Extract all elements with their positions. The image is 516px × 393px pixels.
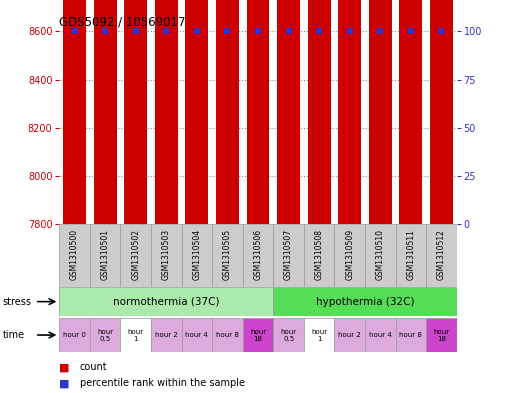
Text: hour
18: hour 18: [433, 329, 449, 342]
Text: ■: ■: [59, 362, 70, 373]
Text: GSM1310504: GSM1310504: [192, 229, 201, 280]
Text: GSM1310505: GSM1310505: [223, 229, 232, 280]
Bar: [212, 224, 243, 287]
Text: hour 8: hour 8: [399, 332, 422, 338]
Bar: [396, 318, 426, 352]
Bar: [182, 318, 212, 352]
Bar: [334, 224, 365, 287]
Text: GSM1310509: GSM1310509: [345, 229, 354, 280]
Text: GSM1310500: GSM1310500: [70, 229, 79, 280]
Text: hour
0.5: hour 0.5: [97, 329, 113, 342]
Text: stress: stress: [3, 297, 31, 307]
Bar: [273, 318, 304, 352]
Text: GSM1310508: GSM1310508: [315, 229, 324, 280]
Text: hour 0: hour 0: [63, 332, 86, 338]
Text: GSM1310510: GSM1310510: [376, 229, 385, 280]
Bar: [273, 287, 457, 316]
Text: GSM1310506: GSM1310506: [253, 229, 263, 280]
Bar: [426, 224, 457, 287]
Text: hour
0.5: hour 0.5: [281, 329, 297, 342]
Text: GSM1310507: GSM1310507: [284, 229, 293, 280]
Bar: [243, 318, 273, 352]
Text: GSM1310502: GSM1310502: [131, 229, 140, 280]
Text: GSM1310511: GSM1310511: [406, 229, 415, 280]
Bar: [182, 224, 212, 287]
Bar: [430, 0, 453, 224]
Bar: [59, 287, 273, 316]
Bar: [338, 0, 361, 224]
Bar: [365, 318, 396, 352]
Text: hour 4: hour 4: [369, 332, 392, 338]
Text: time: time: [3, 330, 25, 340]
Bar: [334, 318, 365, 352]
Bar: [90, 318, 120, 352]
Bar: [247, 0, 269, 224]
Bar: [59, 318, 90, 352]
Text: percentile rank within the sample: percentile rank within the sample: [80, 378, 245, 388]
Bar: [212, 318, 243, 352]
Text: hour
1: hour 1: [311, 329, 327, 342]
Text: GSM1310512: GSM1310512: [437, 229, 446, 280]
Text: hour 4: hour 4: [185, 332, 208, 338]
Bar: [155, 0, 178, 224]
Text: hour 2: hour 2: [155, 332, 178, 338]
Bar: [308, 0, 331, 224]
Text: ■: ■: [59, 378, 70, 388]
Bar: [94, 0, 117, 224]
Bar: [273, 224, 304, 287]
Bar: [185, 0, 208, 224]
Bar: [365, 224, 396, 287]
Bar: [396, 224, 426, 287]
Text: GDS5092 / 10569017: GDS5092 / 10569017: [59, 16, 186, 29]
Bar: [399, 0, 422, 224]
Bar: [243, 224, 273, 287]
Text: hour
1: hour 1: [127, 329, 144, 342]
Text: hypothermia (32C): hypothermia (32C): [316, 297, 414, 307]
Text: count: count: [80, 362, 108, 373]
Bar: [120, 318, 151, 352]
Text: hour 8: hour 8: [216, 332, 239, 338]
Text: GSM1310501: GSM1310501: [101, 229, 110, 280]
Text: hour
18: hour 18: [250, 329, 266, 342]
Bar: [277, 0, 300, 224]
Bar: [90, 224, 120, 287]
Text: hour 2: hour 2: [338, 332, 361, 338]
Bar: [216, 0, 239, 224]
Bar: [124, 0, 147, 224]
Bar: [304, 318, 334, 352]
Bar: [120, 224, 151, 287]
Bar: [151, 224, 182, 287]
Bar: [304, 224, 334, 287]
Bar: [369, 0, 392, 224]
Bar: [151, 318, 182, 352]
Text: normothermia (37C): normothermia (37C): [113, 297, 220, 307]
Bar: [59, 224, 90, 287]
Text: GSM1310503: GSM1310503: [162, 229, 171, 280]
Bar: [63, 0, 86, 224]
Bar: [426, 318, 457, 352]
